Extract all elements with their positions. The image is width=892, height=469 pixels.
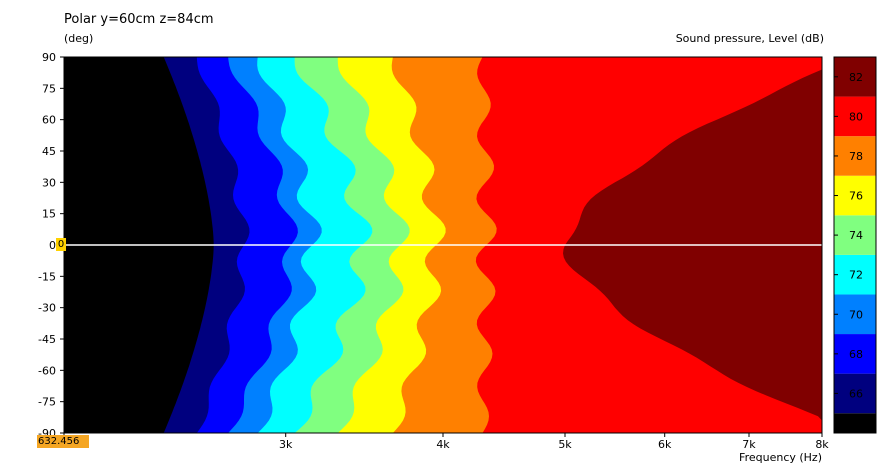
y-tick-label: -60 bbox=[38, 364, 56, 377]
colorbar-swatch-77 bbox=[834, 136, 876, 176]
colorbar-swatch-65 bbox=[834, 373, 876, 414]
x-tick-label: 5k bbox=[558, 438, 572, 451]
colorbar-tick-label: 80 bbox=[849, 110, 863, 123]
x-axis-label: Frequency (Hz) bbox=[739, 451, 822, 464]
colorbar-swatch-64 bbox=[834, 413, 876, 433]
colorbar-frame bbox=[833, 56, 877, 434]
colorbar-tick-label: 78 bbox=[849, 150, 863, 163]
y-tick-label: 90 bbox=[42, 51, 56, 64]
colorbar-swatch-79 bbox=[834, 96, 876, 137]
colorbar-tick-label: 66 bbox=[849, 387, 863, 400]
colorbar-tick-label: 70 bbox=[849, 308, 863, 321]
x-tick-label: 7k bbox=[742, 438, 756, 451]
y-axis-unit: (deg) bbox=[64, 32, 94, 45]
colorbar-tick-label: 76 bbox=[849, 190, 863, 203]
colorbar-tick-label: 72 bbox=[849, 269, 863, 282]
chart-title: Polar y=60cm z=84cm bbox=[64, 12, 214, 27]
y-tick-label: -30 bbox=[38, 302, 56, 315]
x-tick-label: 4k bbox=[436, 438, 450, 451]
y-tick-label: 15 bbox=[42, 208, 56, 221]
colorbar-swatch-73 bbox=[834, 215, 876, 255]
y-tick-label: 60 bbox=[42, 114, 56, 127]
y-tick-label: 30 bbox=[42, 176, 56, 189]
x-ticks: 2k3k4k5k6k7k8k bbox=[57, 433, 829, 451]
colorbar-swatch-71 bbox=[834, 254, 876, 295]
colorbar-tick-label: 68 bbox=[849, 348, 863, 361]
x-tick-label: 8k bbox=[815, 438, 829, 451]
y-tick-label: -45 bbox=[38, 333, 56, 346]
colorbar-swatch-69 bbox=[834, 294, 876, 335]
cursor-frequency-readout[interactable]: 632.456 bbox=[37, 435, 89, 448]
colorbar-tick-label: 74 bbox=[849, 229, 863, 242]
y-tick-label: -15 bbox=[38, 270, 56, 283]
y-tick-label: 45 bbox=[42, 145, 56, 158]
colorbar-label: Sound pressure, Level (dB) bbox=[675, 32, 824, 45]
colorbar-swatch-81 bbox=[834, 57, 876, 97]
colorbar: 66 68 70 72 74 76 78 80 82 bbox=[833, 56, 877, 434]
cursor-angle-marker[interactable]: 0 bbox=[56, 238, 66, 251]
contour-bands bbox=[64, 57, 823, 433]
colorbar-tick-label: 82 bbox=[849, 71, 863, 84]
y-tick-label: 0 bbox=[49, 239, 56, 252]
y-tick-label: 75 bbox=[42, 82, 56, 95]
colorbar-swatch-67 bbox=[834, 334, 876, 374]
colorbar-swatch-75 bbox=[834, 175, 876, 216]
x-tick-label: 3k bbox=[279, 438, 293, 451]
x-tick-label: 6k bbox=[658, 438, 672, 451]
y-tick-label: -75 bbox=[38, 396, 56, 409]
